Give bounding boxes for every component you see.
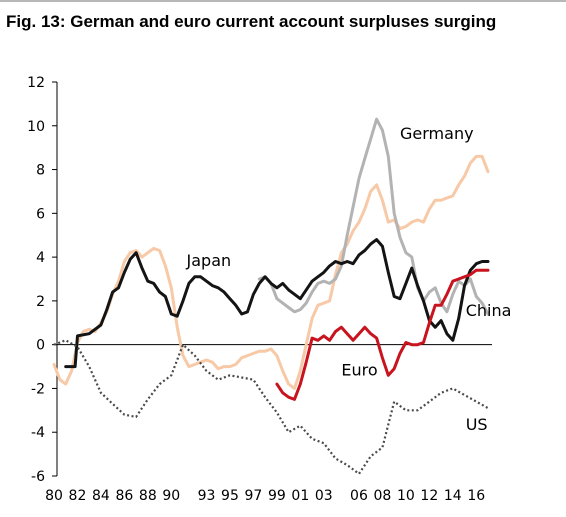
y-tick-label: -2 (31, 381, 45, 397)
x-tick-label: 95 (221, 488, 239, 504)
y-tick-label: 2 (36, 294, 45, 310)
chart-series (52, 117, 490, 475)
header-rule (0, 0, 566, 2)
x-tick-label: 10 (397, 488, 415, 504)
series-line-euro (275, 268, 490, 401)
chart-title: Fig. 13: German and euro current account… (6, 12, 497, 31)
x-tick-label: 86 (115, 488, 133, 504)
series-line-germany (52, 154, 490, 390)
y-tick-label: 6 (36, 206, 45, 222)
x-tick-label: 16 (467, 488, 485, 504)
series-label-japan: Japan (186, 251, 232, 270)
series-line-us (53, 339, 489, 475)
x-tick-label: 12 (420, 488, 438, 504)
chart-annotations: Germany Japan China Euro US (186, 124, 512, 434)
x-tick-label: 82 (69, 488, 87, 504)
y-tick-label: 0 (36, 338, 45, 354)
x-tick-label: 06 (350, 488, 368, 504)
series-label-germany: Germany (400, 124, 474, 143)
x-tick-label: 84 (92, 488, 110, 504)
x-tick-label: 01 (291, 488, 309, 504)
y-tick-label: 4 (36, 250, 45, 266)
chart-axes: -6 -4 -2 0 2 4 6 8 10 12 80 82 84 86 88 90 93 95 97 99 01 03 0… (27, 75, 492, 504)
series-line-japan (64, 238, 490, 369)
x-tick-label: 97 (244, 488, 262, 504)
x-tick-label: 88 (139, 488, 157, 504)
y-tick-label: 12 (27, 75, 45, 91)
x-tick-label: 99 (268, 488, 286, 504)
x-tick-label: 14 (444, 488, 462, 504)
y-tick-label: 8 (36, 163, 45, 179)
series-label-china: China (466, 301, 512, 320)
x-tick-label: 80 (45, 488, 63, 504)
series-line-china (257, 117, 490, 316)
y-tick-label: 10 (27, 119, 45, 135)
x-tick-label: 03 (315, 488, 333, 504)
x-tick-label: 90 (162, 488, 180, 504)
y-tick-label: -4 (31, 425, 45, 441)
series-label-euro: Euro (341, 360, 377, 379)
series-label-us: US (466, 415, 488, 434)
x-tick-label: 93 (198, 488, 216, 504)
x-tick-label: 08 (374, 488, 392, 504)
y-tick-label: -6 (31, 469, 45, 485)
